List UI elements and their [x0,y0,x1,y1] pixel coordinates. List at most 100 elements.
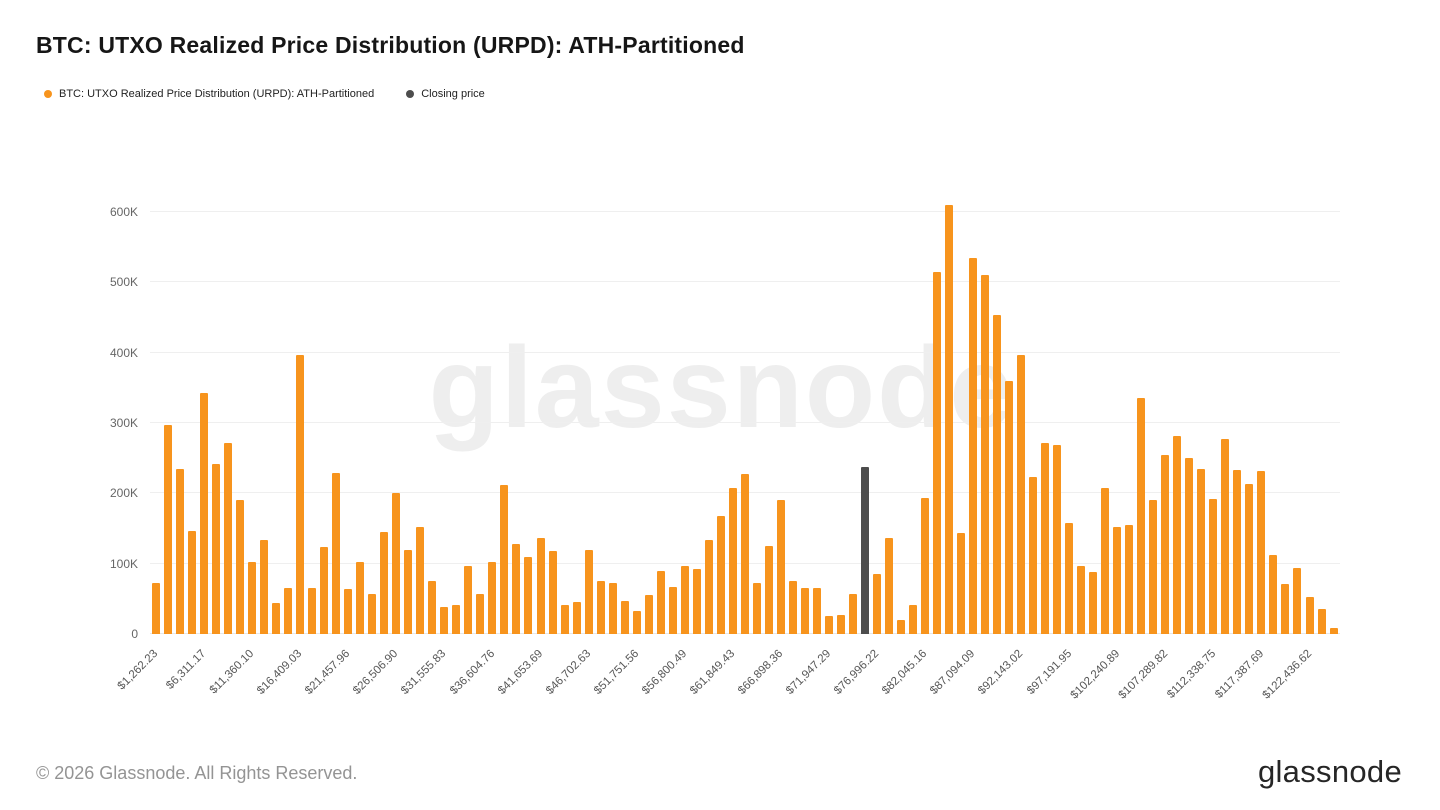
urpd-bar[interactable] [1173,436,1182,634]
urpd-bar[interactable] [896,619,905,634]
urpd-bar[interactable] [1281,584,1290,634]
urpd-bar[interactable] [488,561,497,634]
urpd-bar[interactable] [500,484,509,634]
urpd-bar[interactable] [392,493,401,634]
urpd-bar[interactable] [200,392,209,634]
urpd-bar[interactable] [848,593,857,634]
urpd-bar[interactable] [476,593,485,634]
urpd-bar[interactable] [788,581,797,634]
urpd-bar[interactable] [1137,398,1146,634]
closing-price-bar[interactable] [860,466,869,634]
urpd-bar[interactable] [740,473,749,634]
urpd-bar[interactable] [572,602,581,634]
urpd-bar[interactable] [152,583,160,634]
urpd-bar[interactable] [344,588,353,634]
urpd-bar[interactable] [296,355,305,634]
urpd-bar[interactable] [632,611,641,634]
urpd-bar[interactable] [1317,609,1326,634]
urpd-bar[interactable] [969,257,978,634]
urpd-bar[interactable] [704,540,713,634]
urpd-bar[interactable] [584,550,593,634]
urpd-bar[interactable] [452,605,461,634]
urpd-bar[interactable] [608,583,617,634]
urpd-bar[interactable] [1101,488,1110,634]
urpd-bar[interactable] [1269,555,1278,634]
urpd-bar[interactable] [1077,566,1086,634]
urpd-bar[interactable] [176,469,185,634]
urpd-bar[interactable] [908,605,917,634]
urpd-bar[interactable] [1041,443,1050,634]
urpd-bar[interactable] [224,442,233,634]
urpd-bar[interactable] [1257,470,1266,634]
urpd-bar[interactable] [1065,522,1074,634]
urpd-bar[interactable] [764,546,773,634]
urpd-bar[interactable] [548,550,557,634]
urpd-bar[interactable] [945,205,954,634]
urpd-bar[interactable] [1209,498,1218,634]
urpd-bar[interactable] [656,571,665,634]
urpd-bar[interactable] [248,561,257,634]
urpd-bar[interactable] [1113,527,1122,634]
urpd-bar[interactable] [680,565,689,634]
urpd-bar[interactable] [1293,567,1302,634]
urpd-bar[interactable] [812,588,821,634]
urpd-bar[interactable] [1029,477,1038,634]
urpd-bar[interactable] [164,425,173,634]
urpd-bar[interactable] [308,588,317,634]
urpd-bar[interactable] [1089,572,1098,634]
urpd-bar[interactable] [524,556,533,634]
urpd-bar[interactable] [993,315,1002,634]
urpd-bar[interactable] [1005,380,1014,634]
urpd-bar[interactable] [1329,628,1338,634]
urpd-bar[interactable] [284,588,293,634]
urpd-bar[interactable] [752,583,761,634]
urpd-bar[interactable] [560,605,569,634]
urpd-bar[interactable] [368,593,377,634]
urpd-bar[interactable] [272,603,281,634]
urpd-bar[interactable] [380,531,389,634]
urpd-bar[interactable] [404,550,413,634]
urpd-bar[interactable] [320,547,329,634]
urpd-bar[interactable] [188,531,197,634]
urpd-bar[interactable] [668,586,677,634]
urpd-bar[interactable] [332,472,341,634]
urpd-bar[interactable] [356,562,365,634]
urpd-bar[interactable] [872,574,881,634]
urpd-bar[interactable] [1305,597,1314,634]
urpd-bar[interactable] [884,538,893,634]
urpd-bar[interactable] [440,607,449,634]
urpd-bar[interactable] [1221,439,1230,634]
urpd-bar[interactable] [1017,355,1026,634]
urpd-bar[interactable] [596,581,605,634]
urpd-bar[interactable] [692,569,701,634]
urpd-bar[interactable] [836,615,845,634]
urpd-bar[interactable] [921,498,929,634]
legend-item-closing-price[interactable]: Closing price [406,88,485,100]
urpd-bar[interactable] [1161,454,1170,634]
urpd-bar[interactable] [536,538,545,634]
urpd-bar[interactable] [416,527,425,634]
urpd-bar[interactable] [957,532,966,634]
urpd-bar[interactable] [260,539,269,634]
urpd-bar[interactable] [1185,458,1194,634]
urpd-bar[interactable] [644,595,653,634]
urpd-bar[interactable] [1125,524,1134,634]
urpd-bar[interactable] [824,615,833,634]
urpd-bar[interactable] [236,500,245,634]
urpd-bar[interactable] [933,272,942,634]
urpd-bar[interactable] [1149,499,1158,634]
urpd-bar[interactable] [1245,484,1254,634]
urpd-bar[interactable] [981,275,990,634]
urpd-bar[interactable] [776,500,785,634]
legend-item-urpd[interactable]: BTC: UTXO Realized Price Distribution (U… [44,88,374,100]
urpd-bar[interactable] [1197,468,1206,634]
urpd-bar[interactable] [728,488,737,634]
urpd-bar[interactable] [512,543,521,634]
urpd-bar[interactable] [800,587,809,634]
urpd-bar[interactable] [464,565,473,634]
urpd-bar[interactable] [212,463,221,634]
urpd-bar[interactable] [1053,445,1062,634]
urpd-bar[interactable] [1233,470,1242,634]
urpd-bar[interactable] [428,580,437,634]
urpd-bar[interactable] [620,600,629,634]
